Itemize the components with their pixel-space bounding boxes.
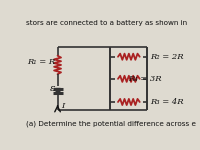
Text: I: I <box>61 102 64 110</box>
Text: R₃ = 4R: R₃ = 4R <box>150 98 183 106</box>
Text: ε: ε <box>50 84 55 93</box>
Text: R₄ = 3R: R₄ = 3R <box>128 75 162 83</box>
Text: (a) Determine the potential difference across e: (a) Determine the potential difference a… <box>26 121 196 127</box>
Text: R₂ = 2R: R₂ = 2R <box>150 53 183 61</box>
Text: R₁ = R: R₁ = R <box>27 58 55 66</box>
Text: stors are connected to a battery as shown in: stors are connected to a battery as show… <box>26 20 187 26</box>
